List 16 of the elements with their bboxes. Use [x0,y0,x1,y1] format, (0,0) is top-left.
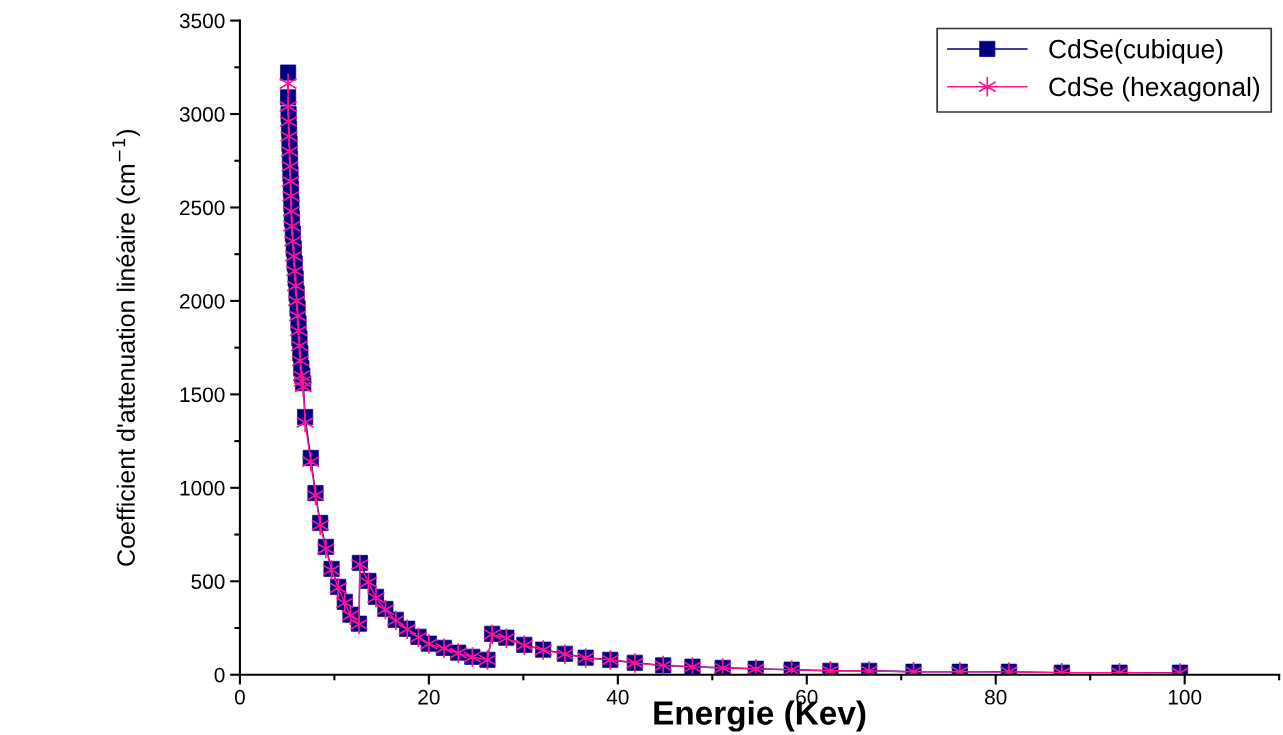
legend-label: CdSe (hexagonal) [1049,76,1260,102]
x-tick-label: 0 [234,689,245,705]
x-tick-label: 80 [985,689,1007,705]
y-tick-label: 2500 [180,200,225,216]
x-tick-label: 20 [418,689,440,705]
y-tick-label: 2000 [180,293,225,309]
y-tick-label: 3500 [179,13,225,29]
y-tick-label: 1500 [180,387,225,403]
y-tick-label: 0 [214,667,225,683]
y-axis-title: Coefficient d'attenuation linéaire (cm$^{−1}$) [112,129,140,566]
legend-label: CdSe(cubique) [1049,39,1223,64]
y-tick-label: 1000 [180,480,225,496]
x-tick-label: 40 [606,689,629,705]
y-tick-label: 500 [191,574,225,590]
y-tick-label: 3000 [179,107,225,122]
x-tick-label: 100 [1168,689,1202,705]
